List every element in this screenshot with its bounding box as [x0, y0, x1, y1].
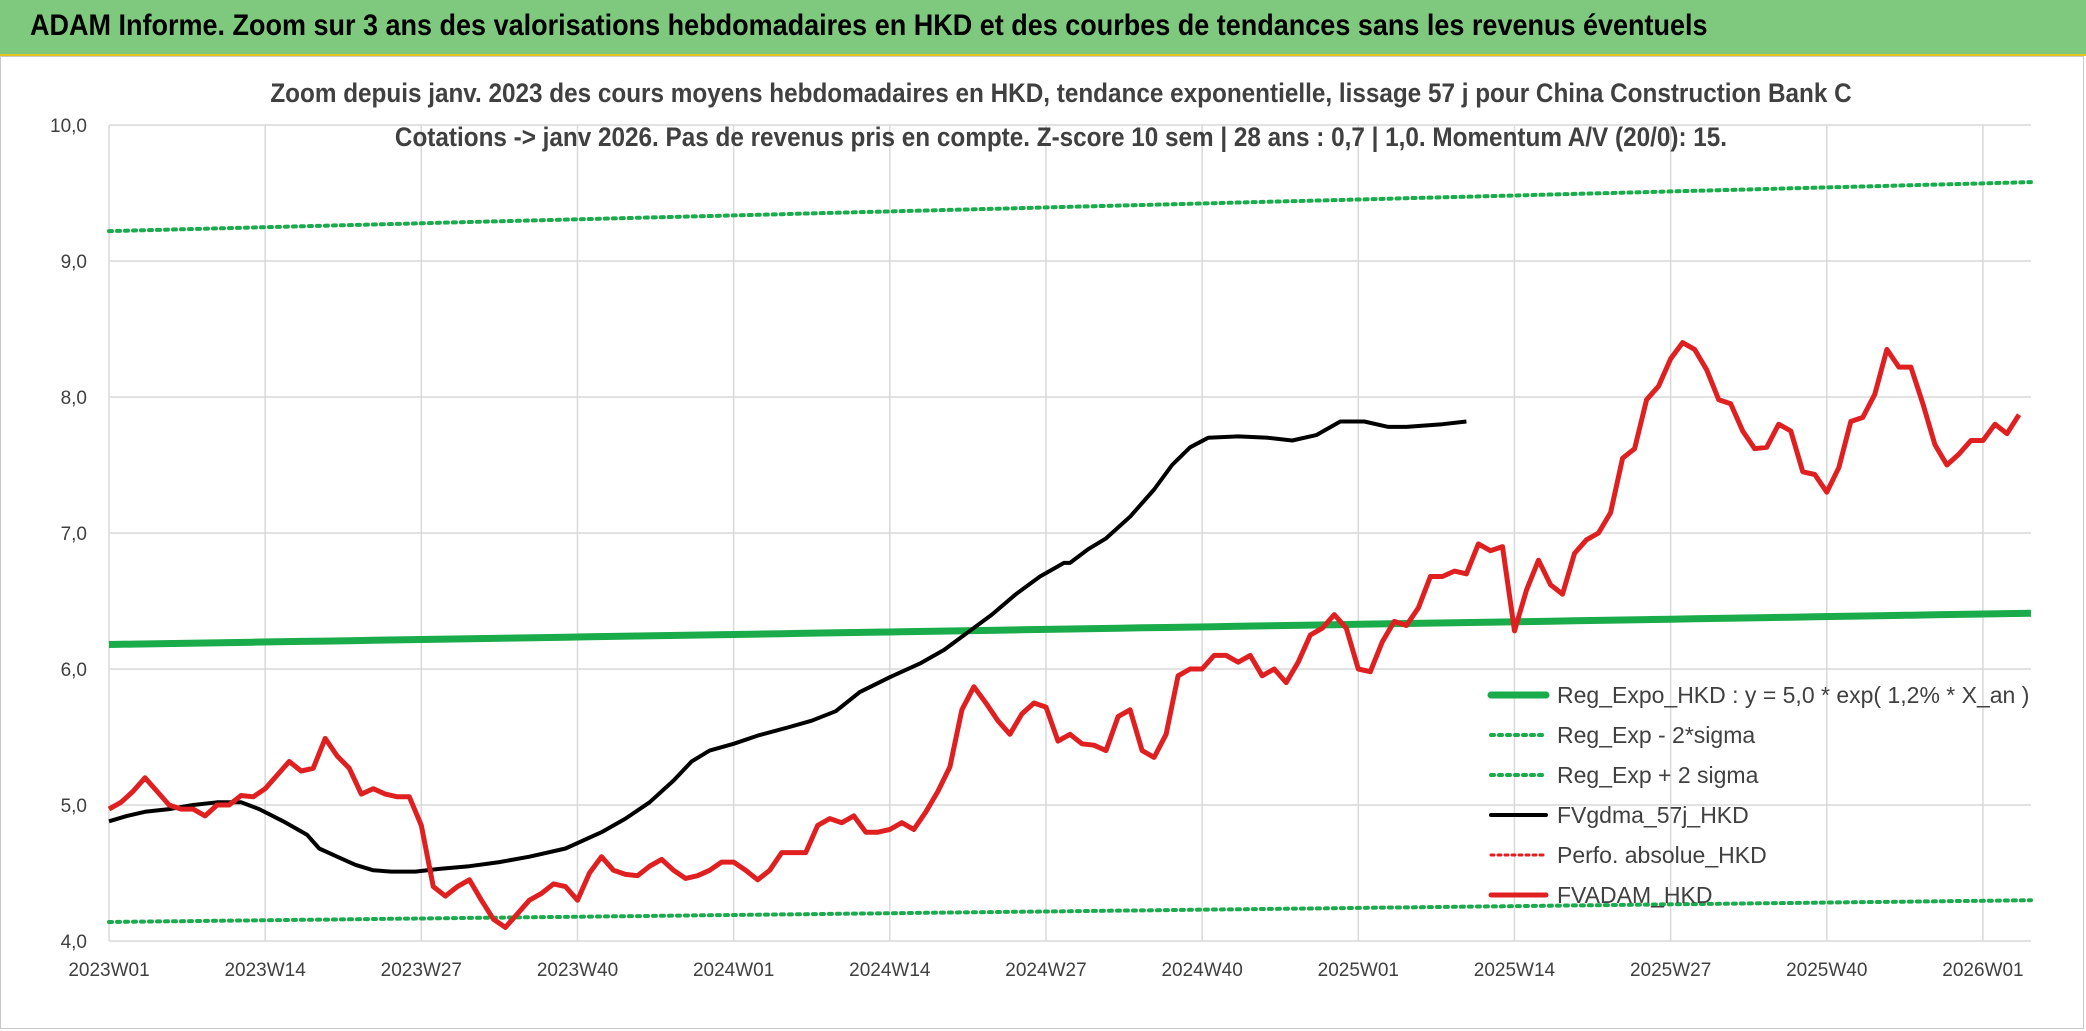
grid-lines: [108, 124, 2031, 942]
x-tick-label: 2023W40: [537, 960, 618, 981]
legend-label: Reg_Expo_HKD : y = 5,0 * exp( 1,2% * X_a…: [1557, 682, 2029, 708]
x-tick-label: 2023W14: [224, 960, 306, 981]
x-axis-ticks: 2023W01 2023W14 2023W27 2023W40 2024W01 2024W…: [68, 960, 2023, 981]
y-tick-label: 4,0: [61, 932, 87, 953]
fvgdma-line: [108, 419, 1467, 874]
x-tick-label: 2025W01: [1318, 960, 1399, 981]
x-tick-label: 2023W01: [68, 960, 149, 981]
regression-line: [108, 609, 2032, 648]
y-tick-label: 6,0: [61, 660, 87, 681]
y-tick-label: 9,0: [61, 252, 87, 273]
band-lower-line: [107, 898, 2033, 924]
chart-legend: Reg_Expo_HKD : y = 5,0 * exp( 1,2% * X_a…: [1487, 682, 2029, 908]
y-axis-ticks: 4,0 5,0 6,0 7,0 8,0 9,0 10,0: [50, 116, 87, 953]
y-tick-label: 5,0: [61, 796, 87, 817]
fvadam-line: [107, 340, 2022, 930]
y-tick-label: 10,0: [50, 116, 87, 137]
report-title: ADAM Informe. Zoom sur 3 ans des valoris…: [30, 9, 1708, 42]
legend-label: FVgdma_57j_HKD: [1557, 802, 1749, 828]
y-tick-label: 8,0: [61, 388, 87, 409]
legend-label: Reg_Exp - 2*sigma: [1557, 722, 1755, 748]
legend-label: FVADAM_HKD: [1557, 882, 1713, 908]
x-tick-label: 2026W01: [1942, 960, 2023, 981]
report-banner: ADAM Informe. Zoom sur 3 ans des valoris…: [0, 0, 2086, 56]
x-tick-label: 2025W14: [1474, 960, 1556, 981]
line-chart: 4,05,06,07,08,09,010,0 2023W01 2023W14 202…: [50, 79, 2033, 981]
legend-label: Perfo. absolue_HKD: [1557, 842, 1767, 868]
band-upper-line: [107, 180, 2033, 234]
x-tick-label: 2024W14: [849, 960, 931, 981]
chart-title-line: Zoom depuis janv. 2023 des cours moyens …: [270, 79, 1851, 108]
series-lines: [107, 180, 2033, 930]
x-tick-label: 2025W27: [1630, 960, 1711, 981]
x-tick-label: 2023W27: [381, 960, 462, 981]
x-tick-label: 2024W40: [1161, 960, 1242, 981]
x-tick-label: 2024W01: [693, 960, 774, 981]
chart-title: Zoom depuis janv. 2023 des cours moyens …: [270, 79, 1851, 152]
x-tick-label: 2025W40: [1786, 960, 1867, 981]
chart-frame: 4,0 5,0 6,0 7,0 8,0 9,0 10,0 2023W01 2023W14 202…: [0, 56, 2084, 1029]
x-tick-label: 2024W27: [1005, 960, 1086, 981]
legend-label: Reg_Exp + 2 sigma: [1557, 762, 1759, 788]
chart-title-line: Cotations -> janv 2026. Pas de revenus p…: [395, 123, 1727, 152]
y-tick-label: 7,0: [61, 524, 87, 545]
